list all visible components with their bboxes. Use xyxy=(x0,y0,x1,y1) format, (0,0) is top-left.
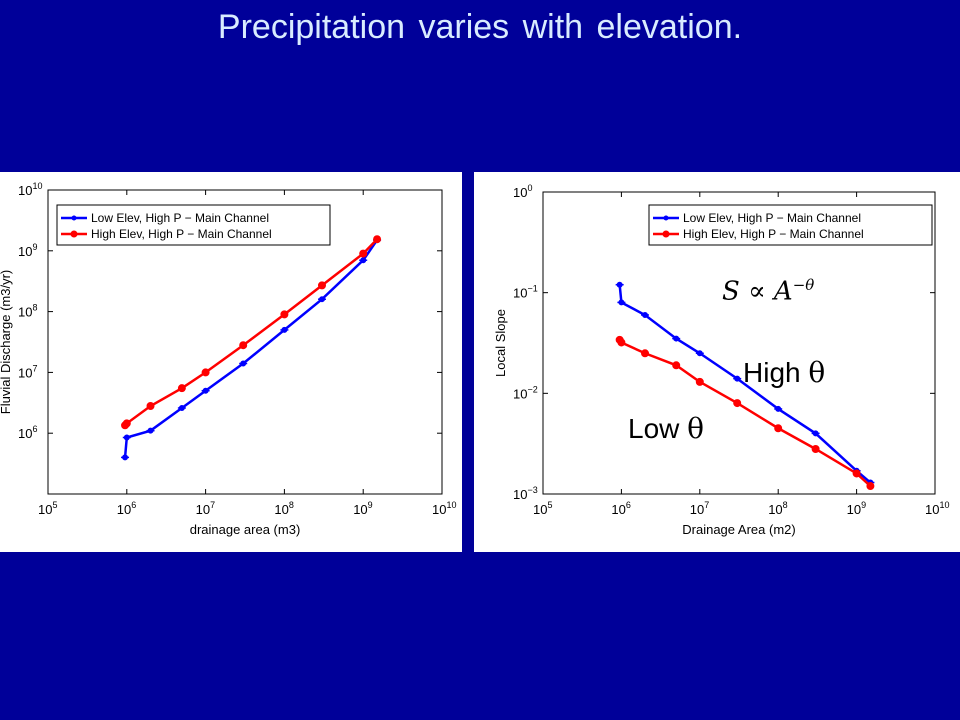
legend-swatch-marker xyxy=(662,230,670,238)
slope-area-formula: S ∝ A−θ xyxy=(722,276,814,307)
legend-entry-label: High Elev, High P − Main Channel xyxy=(91,227,272,241)
x-axis-label: drainage area (m3) xyxy=(190,522,301,537)
y-tick-label: 106 xyxy=(18,424,37,441)
high-theta-symbol: θ xyxy=(808,356,826,389)
series-line-1 xyxy=(124,238,378,427)
series-line-0 xyxy=(618,284,872,484)
x-tick-label: 105 xyxy=(533,500,552,517)
x-tick-label: 108 xyxy=(274,500,293,517)
axes-frame xyxy=(47,189,443,495)
legend-swatch-marker xyxy=(70,230,78,238)
data-point-red xyxy=(852,469,861,478)
x-tick-label: 108 xyxy=(768,500,787,517)
y-tick-label: 1010 xyxy=(18,181,42,198)
x-tick-label: 106 xyxy=(611,500,630,517)
data-point-red xyxy=(866,482,875,491)
data-point-red xyxy=(146,402,155,411)
slide-title: Precipitation varies with elevation. xyxy=(217,8,743,46)
series-line-1 xyxy=(618,339,872,487)
legend-frame xyxy=(648,204,933,246)
legend: Low Elev, High P − Main Channel High Elev… xyxy=(56,204,331,246)
x-tick-label: 109 xyxy=(847,500,866,517)
x-tick-label: 1010 xyxy=(925,500,949,517)
x-tick-label: 107 xyxy=(196,500,215,517)
y-tick-label: 100 xyxy=(513,183,532,200)
legend-entry-label: Low Elev, High P − Main Channel xyxy=(683,211,861,225)
formula-exponent: −θ xyxy=(792,276,815,294)
legend-swatch-marker xyxy=(71,215,77,221)
low-label-text: Low xyxy=(628,413,680,444)
y-tick-label: 10−3 xyxy=(513,485,538,502)
x-axis-label: Drainage Area (m2) xyxy=(682,522,795,537)
data-point-red xyxy=(239,341,248,350)
x-tick-label: 106 xyxy=(117,500,136,517)
data-point-red xyxy=(641,349,650,358)
y-tick-label: 107 xyxy=(18,363,37,380)
legend-entry-label: High Elev, High P − Main Channel xyxy=(683,227,864,241)
y-tick-label: 108 xyxy=(18,303,37,320)
y-tick-label: 10−1 xyxy=(513,284,538,301)
legend: Low Elev, High P − Main Channel High Elev… xyxy=(648,204,933,246)
y-tick-label: 10−2 xyxy=(513,384,538,401)
data-point-red xyxy=(672,361,681,370)
data-point-red xyxy=(201,368,210,377)
slope-chart-panel: 105 106 107 108 109 1010 10−3 10−2 10−1 100 Draina… xyxy=(474,172,960,552)
axes-frame xyxy=(542,191,936,495)
data-point-red xyxy=(617,338,626,347)
y-axis-label: Fluvial Discharge (m3/yr) xyxy=(0,270,13,414)
legend-swatch-marker xyxy=(663,215,669,221)
discharge-chart-panel: 105 106 107 108 109 1010 106 107 108 109 1010 drain… xyxy=(0,172,462,552)
data-point-red xyxy=(733,399,742,408)
high-label-text: High xyxy=(743,357,801,388)
low-theta-symbol: θ xyxy=(687,412,705,445)
legend-frame xyxy=(56,204,331,246)
x-tick-label: 109 xyxy=(353,500,372,517)
data-point-red xyxy=(695,377,704,386)
y-axis-label: Local Slope xyxy=(493,309,508,377)
data-point-red xyxy=(359,249,368,258)
y-tick-label: 109 xyxy=(18,242,37,259)
data-point-red xyxy=(373,235,382,244)
formula-text: S ∝ A xyxy=(722,276,793,307)
data-point-red xyxy=(774,424,783,433)
data-point-red xyxy=(177,384,186,393)
legend-entry-label: Low Elev, High P − Main Channel xyxy=(91,211,269,225)
high-theta-label: High θ xyxy=(743,356,825,389)
data-point-red xyxy=(317,281,326,290)
x-tick-label: 107 xyxy=(690,500,709,517)
slope-chart: 105 106 107 108 109 1010 10−3 10−2 10−1 100 Draina… xyxy=(493,183,949,537)
data-point-red xyxy=(811,444,820,453)
data-point-red xyxy=(280,310,289,319)
series-line-0 xyxy=(123,239,379,458)
low-theta-label: Low θ xyxy=(628,412,704,445)
x-tick-label: 105 xyxy=(38,500,57,517)
x-tick-label: 1010 xyxy=(432,500,456,517)
data-point-red xyxy=(122,419,131,428)
discharge-chart: 105 106 107 108 109 1010 106 107 108 109 1010 drain… xyxy=(0,181,456,537)
